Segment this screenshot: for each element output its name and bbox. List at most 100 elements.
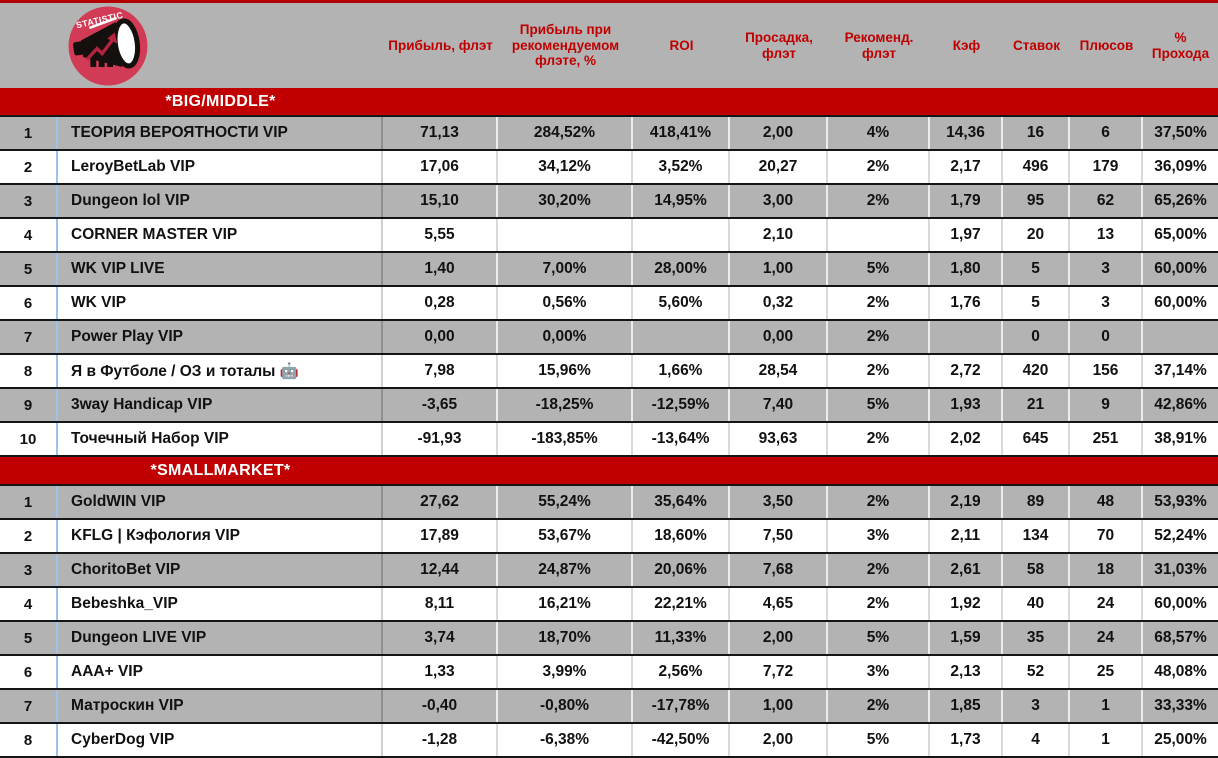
cell-profit-at-recommended-flat: 0,00% [498, 321, 633, 353]
cell-roi: -12,59% [633, 389, 730, 421]
cell-odds: 1,59 [930, 622, 1003, 654]
cell-profit-flat: 0,28 [383, 287, 498, 319]
cell-odds: 1,73 [930, 724, 1003, 756]
cell-roi: 20,06% [633, 554, 730, 586]
cell-drawdown-flat: 20,27 [730, 151, 828, 183]
table-row: 6 AAA+ VIP 1,33 3,99% 2,56% 7,72 3% 2,13 52 25 48,… [0, 656, 1218, 690]
cell-bets: 52 [1003, 656, 1070, 688]
row-rank: 5 [0, 253, 58, 285]
cell-pluses: 24 [1070, 588, 1143, 620]
cell-profit-at-recommended-flat: 53,67% [498, 520, 633, 552]
cell-drawdown-flat: 3,00 [730, 185, 828, 217]
cell-profit-flat: 7,98 [383, 355, 498, 387]
cell-recommended-flat: 2% [828, 423, 930, 455]
row-name: ChoritoBet VIP [58, 554, 383, 586]
row-name: AAA+ VIP [58, 656, 383, 688]
row-rank: 4 [0, 588, 58, 620]
cell-odds: 1,79 [930, 185, 1003, 217]
cell-pluses: 6 [1070, 117, 1143, 149]
cell-bets: 58 [1003, 554, 1070, 586]
cell-bets: 16 [1003, 117, 1070, 149]
table-header: Прибыль, флэт Прибыль при рекомендуемом … [0, 3, 1218, 88]
cell-drawdown-flat: 0,32 [730, 287, 828, 319]
cell-pluses: 251 [1070, 423, 1143, 455]
statistic-logo-graphic: STATISTIC [68, 6, 148, 86]
cell-roi: 35,64% [633, 486, 730, 518]
table-row: 1 GoldWIN VIP 27,62 55,24% 35,64% 3,50 2% 2,19 8… [0, 486, 1218, 520]
cell-profit-at-recommended-flat: -0,80% [498, 690, 633, 722]
row-name: ТЕОРИЯ ВЕРОЯТНОСТИ VIP [58, 117, 383, 149]
chart-bars-icon [90, 39, 114, 67]
cell-pluses: 1 [1070, 690, 1143, 722]
col-header-roi: ROI [669, 37, 694, 53]
cell-bets: 5 [1003, 253, 1070, 285]
table-row: 7 Power Play VIP 0,00 0,00% 0,00 2% 0 0 [0, 321, 1218, 355]
cell-drawdown-flat: 28,54 [730, 355, 828, 387]
cell-roi: -17,78% [633, 690, 730, 722]
row-rank: 6 [0, 287, 58, 319]
cell-profit-flat: 3,74 [383, 622, 498, 654]
cell-recommended-flat: 3% [828, 656, 930, 688]
row-rank: 3 [0, 554, 58, 586]
cell-pluses: 25 [1070, 656, 1143, 688]
cell-bets: 5 [1003, 287, 1070, 319]
col-header-bets: Ставок [1013, 37, 1060, 53]
table-row: 5 WK VIP LIVE 1,40 7,00% 28,00% 1,00 5% 1,80 5 3 6… [0, 253, 1218, 287]
cell-pass-rate: 65,26% [1154, 192, 1207, 209]
cell-profit-flat: -1,28 [383, 724, 498, 756]
cell-profit-flat: 15,10 [383, 185, 498, 217]
row-rank: 10 [0, 423, 58, 455]
col-header-drawdown-flat: Просадка, флэт [745, 29, 813, 61]
cell-profit-at-recommended-flat: -183,85% [498, 423, 633, 455]
cell-roi: 2,56% [633, 656, 730, 688]
cell-odds: 2,19 [930, 486, 1003, 518]
table-row: 8 CyberDog VIP -1,28 -6,38% -42,50% 2,00 5% 1,7… [0, 724, 1218, 758]
cell-pass-rate: 53,93% [1154, 493, 1207, 510]
cell-bets: 89 [1003, 486, 1070, 518]
cell-pass-rate: 60,00% [1154, 260, 1207, 277]
table-row: 2 LeroyBetLab VIP 17,06 34,12% 3,52% 20,27 2% 2… [0, 151, 1218, 185]
section-header-big-middle: *BIG/MIDDLE* [0, 88, 1218, 117]
cell-odds: 2,13 [930, 656, 1003, 688]
cell-recommended-flat: 2% [828, 690, 930, 722]
cell-bets: 20 [1003, 219, 1070, 251]
cell-recommended-flat: 2% [828, 321, 930, 353]
cell-odds: 2,17 [930, 151, 1003, 183]
cell-recommended-flat: 2% [828, 554, 930, 586]
table-row: 9 3way Handicap VIP -3,65 -18,25% -12,59% 7,4… [0, 389, 1218, 423]
cell-roi: 28,00% [633, 253, 730, 285]
cell-odds: 1,97 [930, 219, 1003, 251]
cell-odds: 2,11 [930, 520, 1003, 552]
cell-pass-rate [1143, 321, 1218, 353]
cell-roi [633, 219, 730, 251]
row-name: 3way Handicap VIP [58, 389, 383, 421]
cell-pluses: 3 [1070, 253, 1143, 285]
cell-odds: 2,61 [930, 554, 1003, 586]
cell-bets: 35 [1003, 622, 1070, 654]
cell-drawdown-flat: 4,65 [730, 588, 828, 620]
col-header-recommended-flat: Рекоменд. флэт [844, 29, 914, 61]
cell-profit-flat: 1,33 [383, 656, 498, 688]
row-name: Точечный Набор VIP [58, 423, 383, 455]
table-row: 4 Bebeshka_VIP 8,11 16,21% 22,21% 4,65 2% 1,92 4… [0, 588, 1218, 622]
table-row: 3 ChoritoBet VIP 12,44 24,87% 20,06% 7,68 2% 2,… [0, 554, 1218, 588]
cell-pass-rate: 33,33% [1154, 697, 1207, 714]
cell-odds: 1,76 [930, 287, 1003, 319]
cell-roi: 11,33% [633, 622, 730, 654]
cell-odds [930, 321, 1003, 353]
cell-pluses: 70 [1070, 520, 1143, 552]
cell-profit-flat: -0,40 [383, 690, 498, 722]
cell-roi: 3,52% [633, 151, 730, 183]
row-name: CyberDog VIP [58, 724, 383, 756]
cell-profit-flat: 12,44 [383, 554, 498, 586]
cell-roi: 1,66% [633, 355, 730, 387]
cell-profit-flat: -91,93 [383, 423, 498, 455]
table-body: *BIG/MIDDLE* 1 ТЕОРИЯ ВЕРОЯТНОСТИ VIP 71,13… [0, 88, 1218, 758]
col-header-pluses: Плюсов [1079, 37, 1134, 53]
cell-drawdown-flat: 7,40 [730, 389, 828, 421]
cell-pluses: 48 [1070, 486, 1143, 518]
row-rank: 9 [0, 389, 58, 421]
row-rank: 7 [0, 690, 58, 722]
cell-recommended-flat: 2% [828, 588, 930, 620]
section-title: *BIG/MIDDLE* [165, 92, 276, 110]
